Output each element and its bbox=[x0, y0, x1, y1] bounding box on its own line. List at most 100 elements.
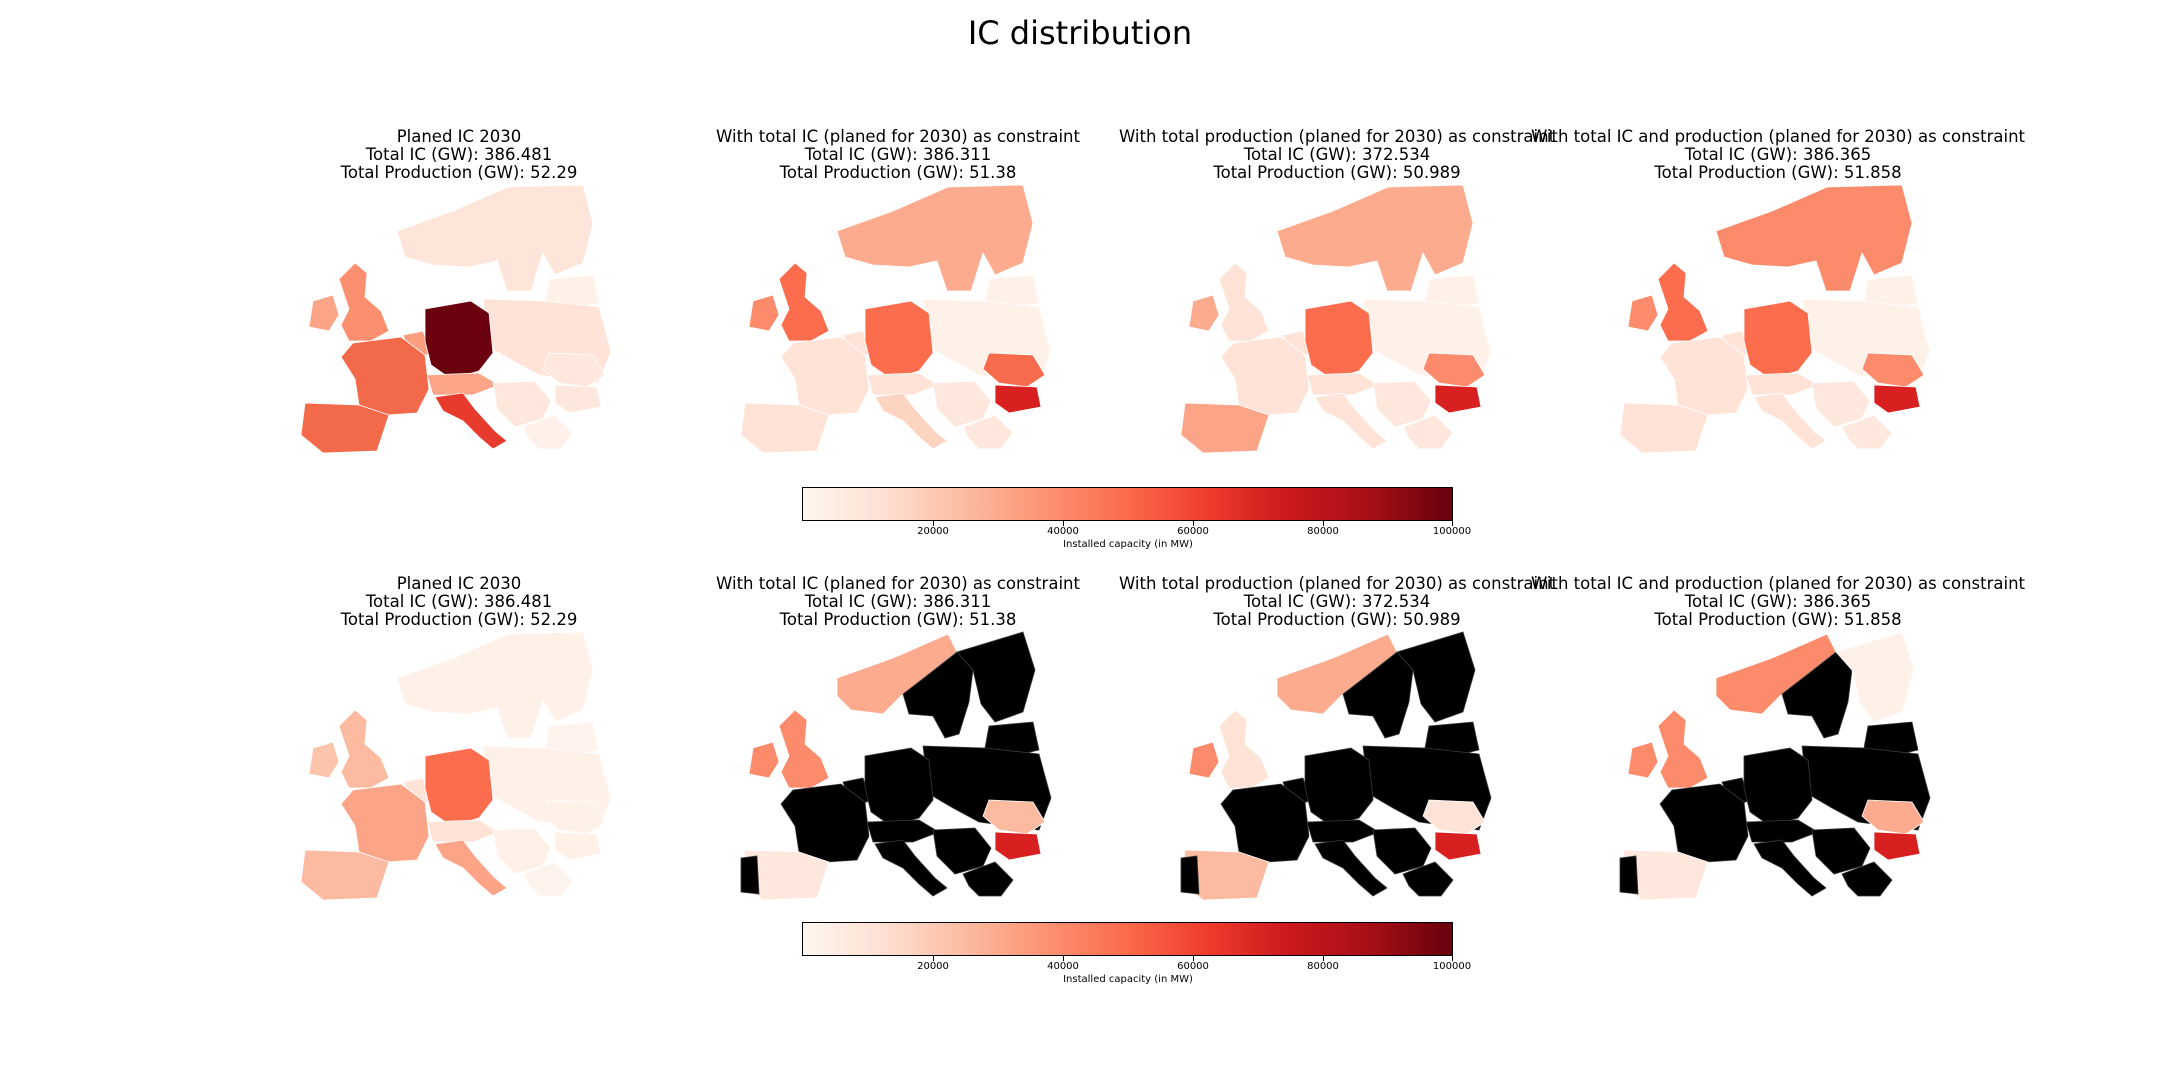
panel-title: With total production (planed for 2030) … bbox=[1119, 575, 1555, 629]
region-balkans bbox=[492, 827, 552, 875]
panel-title-line: Planed IC 2030 bbox=[396, 127, 522, 146]
region-balkans bbox=[932, 380, 992, 428]
colorbar-tick-label: 100000 bbox=[1432, 526, 1472, 537]
panel-title-line: With total IC and production (planed for… bbox=[1530, 574, 2026, 593]
region-uk bbox=[1218, 709, 1270, 789]
region-scandinavia bbox=[396, 631, 594, 739]
region-balkans bbox=[932, 827, 992, 875]
region-ireland bbox=[748, 741, 780, 779]
region-germany bbox=[424, 300, 494, 380]
region-greece bbox=[1841, 861, 1893, 897]
colorbar-tick bbox=[933, 956, 934, 961]
panel-title: With total IC and production (planed for… bbox=[1531, 575, 2025, 629]
panel-title-line: Total Production (GW): 52.29 bbox=[340, 163, 578, 182]
region-italy bbox=[434, 839, 508, 897]
colorbar-tick bbox=[1452, 956, 1453, 961]
panel-title-line: Total Production (GW): 51.38 bbox=[779, 163, 1017, 182]
region-france bbox=[340, 336, 430, 416]
colorbar-tick bbox=[1193, 521, 1194, 526]
region-alps bbox=[866, 372, 940, 396]
region-scandinavia bbox=[1715, 184, 1913, 292]
region-alps bbox=[426, 819, 500, 843]
europe-map bbox=[1619, 631, 1931, 901]
region-alps bbox=[1745, 372, 1819, 396]
region-portugal bbox=[740, 855, 760, 895]
region-iberia bbox=[300, 849, 390, 901]
region-ireland bbox=[1188, 741, 1220, 779]
panel-title: Planed IC 2030 Total IC (GW): 386.481 To… bbox=[341, 575, 578, 629]
panel-title-line: Total IC (GW): 372.534 bbox=[1243, 592, 1431, 611]
europe-map bbox=[300, 631, 612, 901]
region-france bbox=[1220, 336, 1310, 416]
colorbar-tick bbox=[1323, 956, 1324, 961]
region-uk bbox=[338, 262, 390, 342]
region-italy bbox=[1314, 392, 1388, 450]
colorbar-tick bbox=[1323, 521, 1324, 526]
colorbar-tick-label: 60000 bbox=[1177, 961, 1209, 972]
colorbar-tick bbox=[1063, 521, 1064, 526]
region-greece bbox=[962, 414, 1014, 450]
colorbar-label: Installed capacity (in MW) bbox=[1063, 974, 1193, 985]
region-italy bbox=[434, 392, 508, 450]
region-alps bbox=[866, 819, 940, 843]
region-germany bbox=[1743, 300, 1813, 380]
region-bulgaria bbox=[994, 831, 1042, 861]
colorbar-tick-label: 60000 bbox=[1177, 526, 1209, 537]
panel-title-line: Total IC (GW): 386.365 bbox=[1684, 592, 1872, 611]
region-italy bbox=[1753, 839, 1827, 897]
region-finland bbox=[1396, 631, 1476, 723]
region-portugal bbox=[1619, 855, 1639, 895]
region-balkans bbox=[1811, 827, 1871, 875]
panel-title-line: With total production (planed for 2030) … bbox=[1118, 574, 1556, 593]
region-alps bbox=[426, 372, 500, 396]
figure-title: IC distribution bbox=[967, 14, 1193, 52]
region-ireland bbox=[1188, 294, 1220, 332]
colorbar-tick bbox=[1452, 521, 1453, 526]
region-scandinavia bbox=[836, 184, 1034, 292]
region-italy bbox=[1753, 392, 1827, 450]
europe-map bbox=[1619, 184, 1931, 454]
region-portugal bbox=[1180, 855, 1200, 895]
region-scandinavia bbox=[396, 184, 594, 292]
region-bulgaria bbox=[994, 384, 1042, 414]
panel-title-line: Total Production (GW): 51.38 bbox=[779, 610, 1017, 629]
colorbar-tick-label: 40000 bbox=[1047, 526, 1079, 537]
colorbar-tick-label: 100000 bbox=[1432, 961, 1472, 972]
region-france bbox=[1220, 783, 1310, 863]
region-bulgaria bbox=[554, 384, 602, 414]
panel-title-line: Total IC (GW): 386.481 bbox=[365, 592, 553, 611]
region-greece bbox=[522, 414, 574, 450]
region-germany bbox=[1304, 747, 1374, 827]
region-bulgaria bbox=[554, 831, 602, 861]
panel-title-line: Total Production (GW): 50.989 bbox=[1213, 610, 1461, 629]
panel-title: With total IC (planed for 2030) as const… bbox=[716, 128, 1080, 182]
region-iberia bbox=[1619, 402, 1709, 454]
region-bulgaria bbox=[1434, 384, 1482, 414]
panel-title-line: Total IC (GW): 386.311 bbox=[804, 145, 992, 164]
region-ireland bbox=[308, 741, 340, 779]
colorbar-label: Installed capacity (in MW) bbox=[1063, 539, 1193, 550]
region-iberia bbox=[1180, 402, 1270, 454]
region-greece bbox=[1841, 414, 1893, 450]
region-greece bbox=[962, 861, 1014, 897]
panel-title-line: With total IC (planed for 2030) as const… bbox=[716, 127, 1080, 146]
region-greece bbox=[1402, 414, 1454, 450]
region-uk bbox=[338, 709, 390, 789]
region-alps bbox=[1745, 819, 1819, 843]
colorbar-tick-label: 20000 bbox=[917, 961, 949, 972]
colorbar bbox=[802, 922, 1453, 956]
region-france bbox=[780, 783, 870, 863]
panel-title-line: Total IC (GW): 386.481 bbox=[365, 145, 553, 164]
region-uk bbox=[1218, 262, 1270, 342]
panel-title-line: Total Production (GW): 52.29 bbox=[340, 610, 578, 629]
region-germany bbox=[1743, 747, 1813, 827]
region-uk bbox=[778, 709, 830, 789]
colorbar-tick-label: 40000 bbox=[1047, 961, 1079, 972]
panel-title-line: Planed IC 2030 bbox=[396, 574, 522, 593]
region-germany bbox=[864, 300, 934, 380]
region-iberia bbox=[300, 402, 390, 454]
region-uk bbox=[778, 262, 830, 342]
region-ireland bbox=[1627, 741, 1659, 779]
colorbar-tick-label: 80000 bbox=[1307, 526, 1339, 537]
region-ireland bbox=[1627, 294, 1659, 332]
